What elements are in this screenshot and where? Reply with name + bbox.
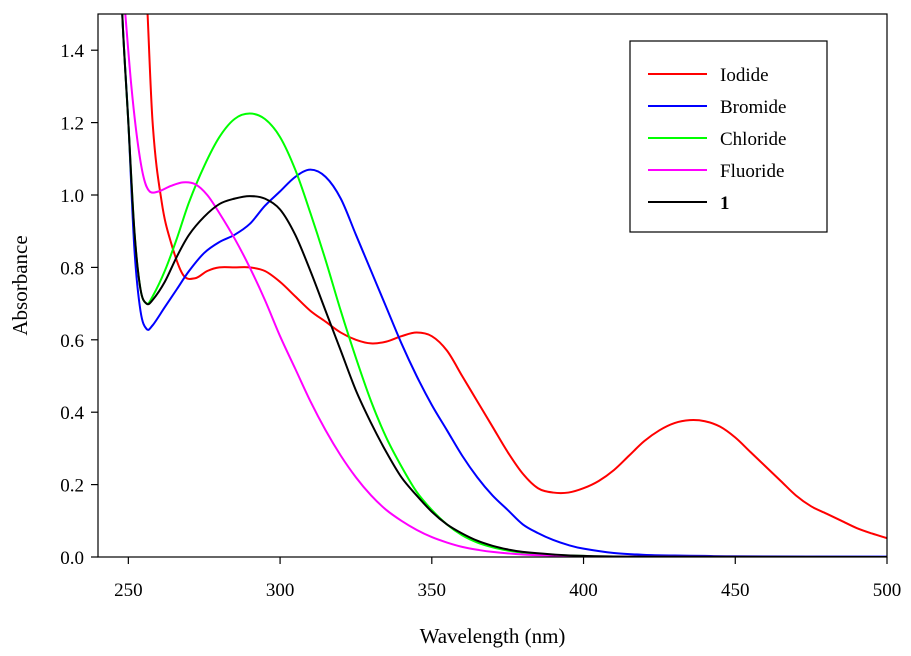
x-tick-label: 300	[266, 580, 295, 601]
y-axis-title: Absorbance	[8, 235, 32, 335]
y-tick-label: 1.4	[60, 41, 84, 62]
y-tick-label: 0.4	[60, 403, 84, 424]
legend-label: Bromide	[720, 97, 787, 118]
x-tick-label: 450	[721, 580, 750, 601]
series-line-4	[121, 14, 887, 557]
x-tick-label: 250	[114, 580, 143, 601]
x-tick-label: 500	[873, 580, 902, 601]
y-tick-label: 0.0	[60, 548, 84, 569]
series-line-3	[124, 14, 887, 557]
x-tick-label: 400	[569, 580, 598, 601]
y-tick-label: 1.2	[60, 114, 84, 135]
series-layer	[121, 14, 887, 557]
series-line-1	[121, 14, 887, 557]
y-tick-label: 0.6	[60, 331, 84, 352]
y-tick-label: 0.2	[60, 476, 84, 497]
legend-label: Chloride	[720, 129, 787, 150]
x-axis-title: Wavelength (nm)	[420, 624, 566, 648]
legend-label: Iodide	[720, 65, 769, 86]
legend-label: 1	[720, 193, 730, 214]
series-line-0	[146, 14, 887, 540]
y-axis: 0.0 0.2 0.4 0.6 0.8 1.0 1.2 1.4	[60, 41, 98, 569]
legend-label: Fluoride	[720, 161, 784, 182]
x-axis: 250 300 350 400 450 500	[114, 557, 901, 601]
legend: Iodide Bromide Chloride Fluoride 1	[629, 40, 828, 233]
y-tick-label: 0.8	[60, 258, 84, 279]
legend-box	[629, 40, 828, 233]
plot-area-frame	[97, 13, 888, 558]
x-tick-label: 350	[418, 580, 447, 601]
y-tick-label: 1.0	[60, 186, 84, 207]
